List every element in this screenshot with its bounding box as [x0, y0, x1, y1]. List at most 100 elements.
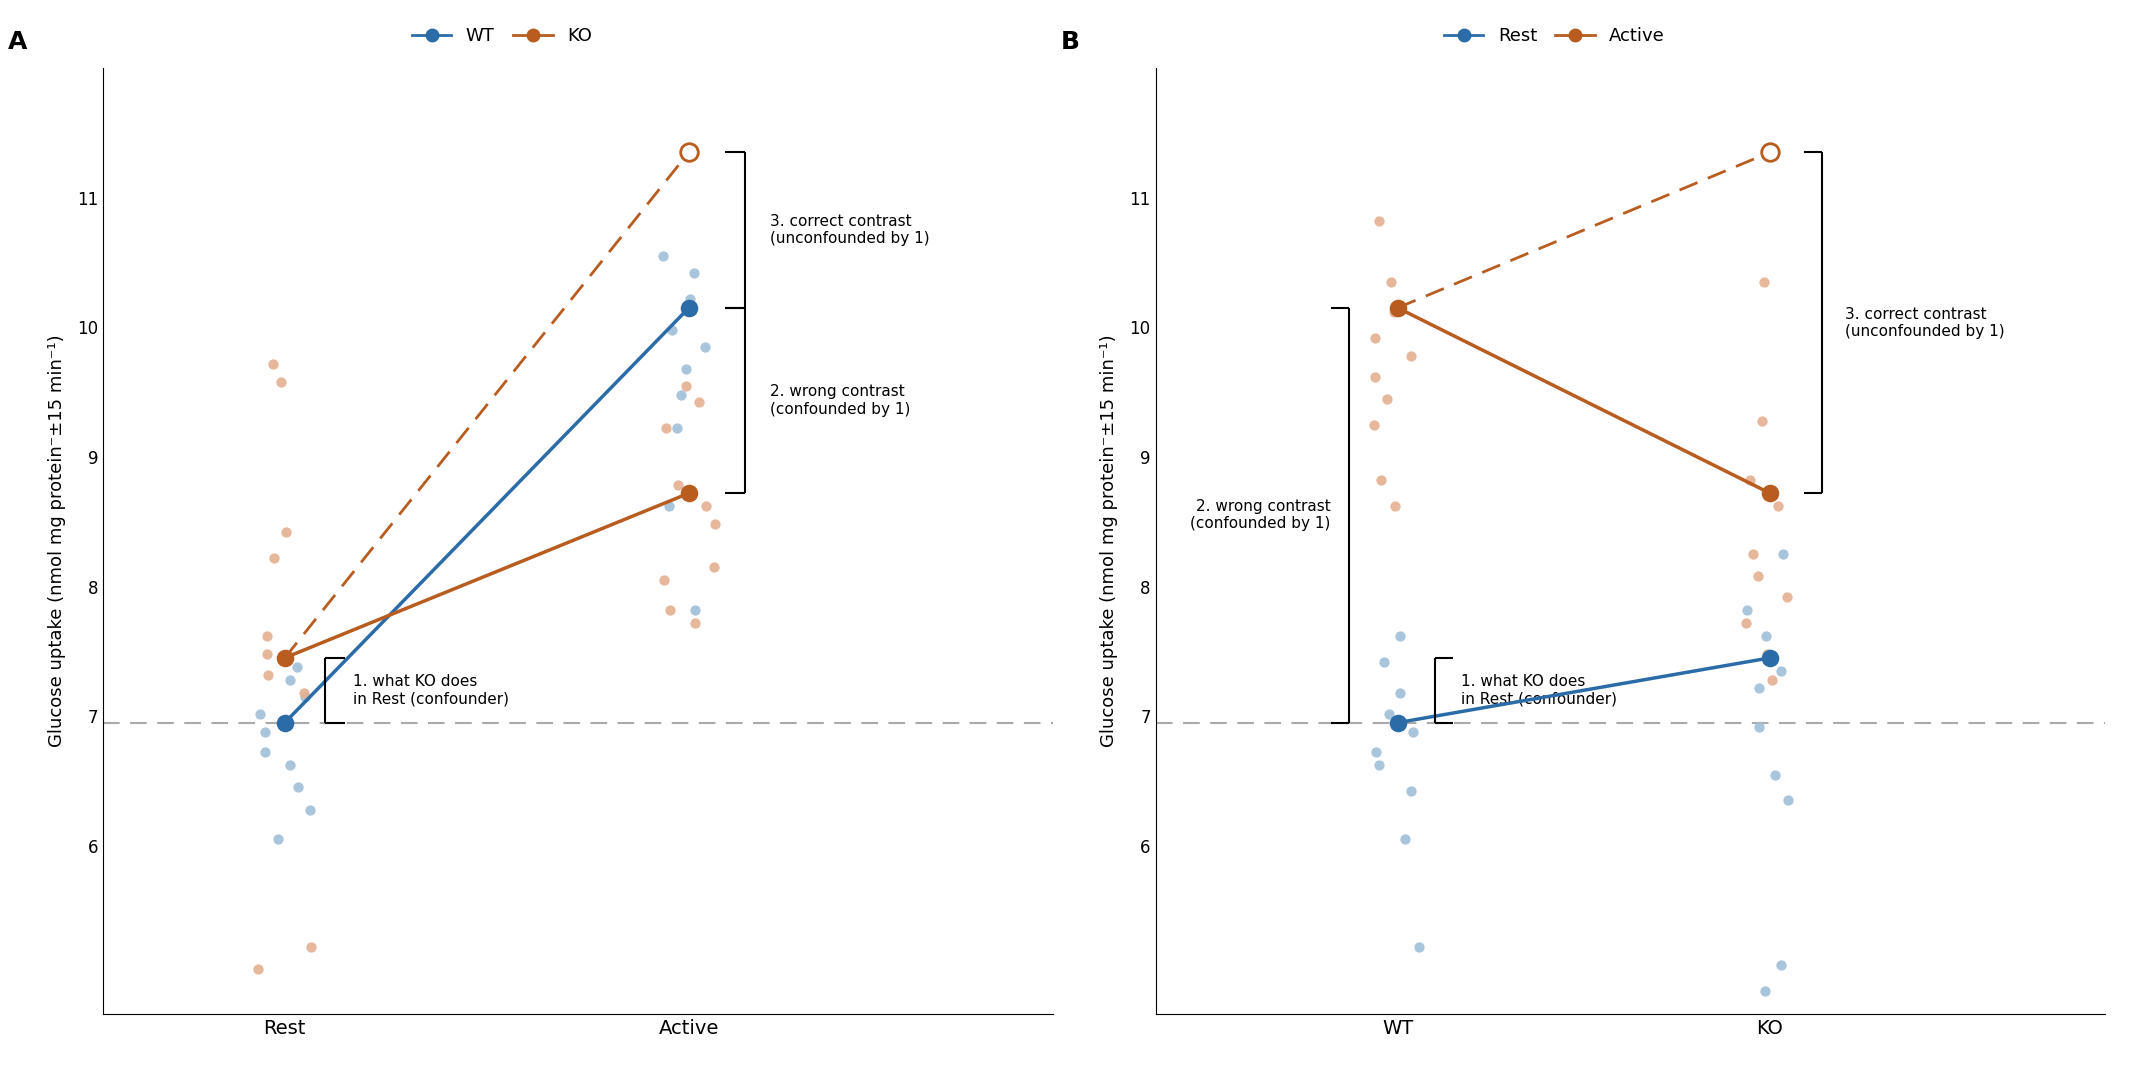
- Point: [1749, 645, 1783, 662]
- Point: [250, 627, 284, 644]
- Point: [1380, 300, 1414, 317]
- Point: [689, 498, 723, 515]
- Point: [1741, 679, 1775, 696]
- Point: [1367, 653, 1401, 671]
- Point: [672, 300, 706, 317]
- Point: [286, 684, 320, 701]
- Point: [1755, 672, 1790, 689]
- Point: [252, 666, 286, 683]
- Point: [672, 485, 706, 502]
- Point: [269, 523, 303, 540]
- Point: [1395, 723, 1429, 740]
- Point: [1361, 757, 1395, 774]
- Point: [1747, 983, 1781, 1000]
- Point: [668, 377, 702, 394]
- Point: [1389, 830, 1423, 847]
- Point: [1743, 718, 1777, 736]
- Point: [683, 394, 717, 411]
- Point: [670, 360, 704, 377]
- Point: [250, 645, 284, 662]
- Point: [655, 321, 689, 338]
- Point: [294, 938, 328, 955]
- Point: [247, 744, 282, 761]
- Text: 2. wrong contrast
(confounded by 1): 2. wrong contrast (confounded by 1): [1190, 499, 1331, 532]
- Point: [1741, 568, 1775, 585]
- Point: [1372, 705, 1406, 722]
- Point: [243, 705, 277, 722]
- Legend: Rest, Active: Rest, Active: [1436, 20, 1672, 52]
- Point: [1753, 649, 1787, 666]
- Point: [1758, 766, 1792, 784]
- Point: [1382, 684, 1416, 701]
- Point: [689, 338, 723, 355]
- Point: [1359, 744, 1393, 761]
- Point: [288, 689, 322, 706]
- Point: [646, 247, 680, 264]
- Point: [1732, 472, 1766, 489]
- Text: 1. what KO does
in Rest (confounder): 1. what KO does in Rest (confounder): [354, 674, 510, 707]
- Point: [241, 960, 275, 978]
- Point: [676, 264, 710, 281]
- Point: [1357, 416, 1391, 433]
- Point: [269, 714, 303, 731]
- Point: [1749, 627, 1783, 644]
- Text: 3. correct contrast
(unconfounded by 1): 3. correct contrast (unconfounded by 1): [1845, 307, 2005, 339]
- Point: [697, 516, 732, 533]
- Point: [256, 549, 290, 566]
- Point: [648, 420, 683, 437]
- Point: [1753, 485, 1787, 502]
- Point: [1753, 144, 1787, 161]
- Point: [247, 723, 282, 740]
- Point: [1359, 368, 1393, 385]
- Point: [1747, 273, 1781, 290]
- Point: [269, 649, 303, 666]
- Point: [1380, 714, 1414, 731]
- Point: [653, 601, 687, 618]
- Point: [1770, 792, 1805, 809]
- Point: [678, 601, 712, 618]
- Text: B: B: [1060, 30, 1079, 54]
- Point: [646, 571, 680, 588]
- Point: [659, 420, 693, 437]
- Point: [1745, 413, 1779, 430]
- Point: [1728, 614, 1762, 631]
- Legend: WT, KO: WT, KO: [405, 20, 599, 52]
- Point: [1770, 588, 1805, 605]
- Point: [1363, 472, 1397, 489]
- Point: [1736, 546, 1770, 563]
- Point: [678, 614, 712, 631]
- Point: [292, 801, 326, 818]
- Point: [1378, 303, 1412, 320]
- Point: [260, 830, 294, 847]
- Point: [273, 757, 307, 774]
- Point: [1764, 662, 1798, 679]
- Point: [672, 144, 706, 161]
- Point: [1393, 348, 1427, 365]
- Y-axis label: Glucose uptake (nmol mg protein⁻±15 min⁻¹): Glucose uptake (nmol mg protein⁻±15 min⁻…: [1101, 335, 1118, 747]
- Point: [1369, 390, 1404, 407]
- Point: [1760, 498, 1794, 515]
- Point: [1401, 938, 1436, 955]
- Point: [264, 373, 299, 390]
- Point: [1382, 627, 1416, 644]
- Point: [1374, 273, 1408, 290]
- Point: [1764, 956, 1798, 973]
- Point: [697, 559, 732, 576]
- Text: 3. correct contrast
(unconfounded by 1): 3. correct contrast (unconfounded by 1): [770, 214, 930, 246]
- Point: [1359, 329, 1393, 346]
- Text: 1. what KO does
in Rest (confounder): 1. what KO does in Rest (confounder): [1461, 674, 1617, 707]
- Y-axis label: Glucose uptake (nmol mg protein⁻±15 min⁻¹): Glucose uptake (nmol mg protein⁻±15 min⁻…: [47, 335, 66, 747]
- Point: [279, 659, 314, 676]
- Point: [1363, 212, 1397, 229]
- Point: [273, 672, 307, 689]
- Point: [651, 498, 685, 515]
- Point: [1730, 601, 1764, 618]
- Point: [256, 355, 290, 372]
- Point: [1378, 498, 1412, 515]
- Text: 2. wrong contrast
(confounded by 1): 2. wrong contrast (confounded by 1): [770, 385, 911, 417]
- Point: [661, 477, 695, 494]
- Point: [1393, 782, 1427, 800]
- Point: [282, 779, 316, 796]
- Point: [1766, 546, 1800, 563]
- Point: [663, 386, 697, 403]
